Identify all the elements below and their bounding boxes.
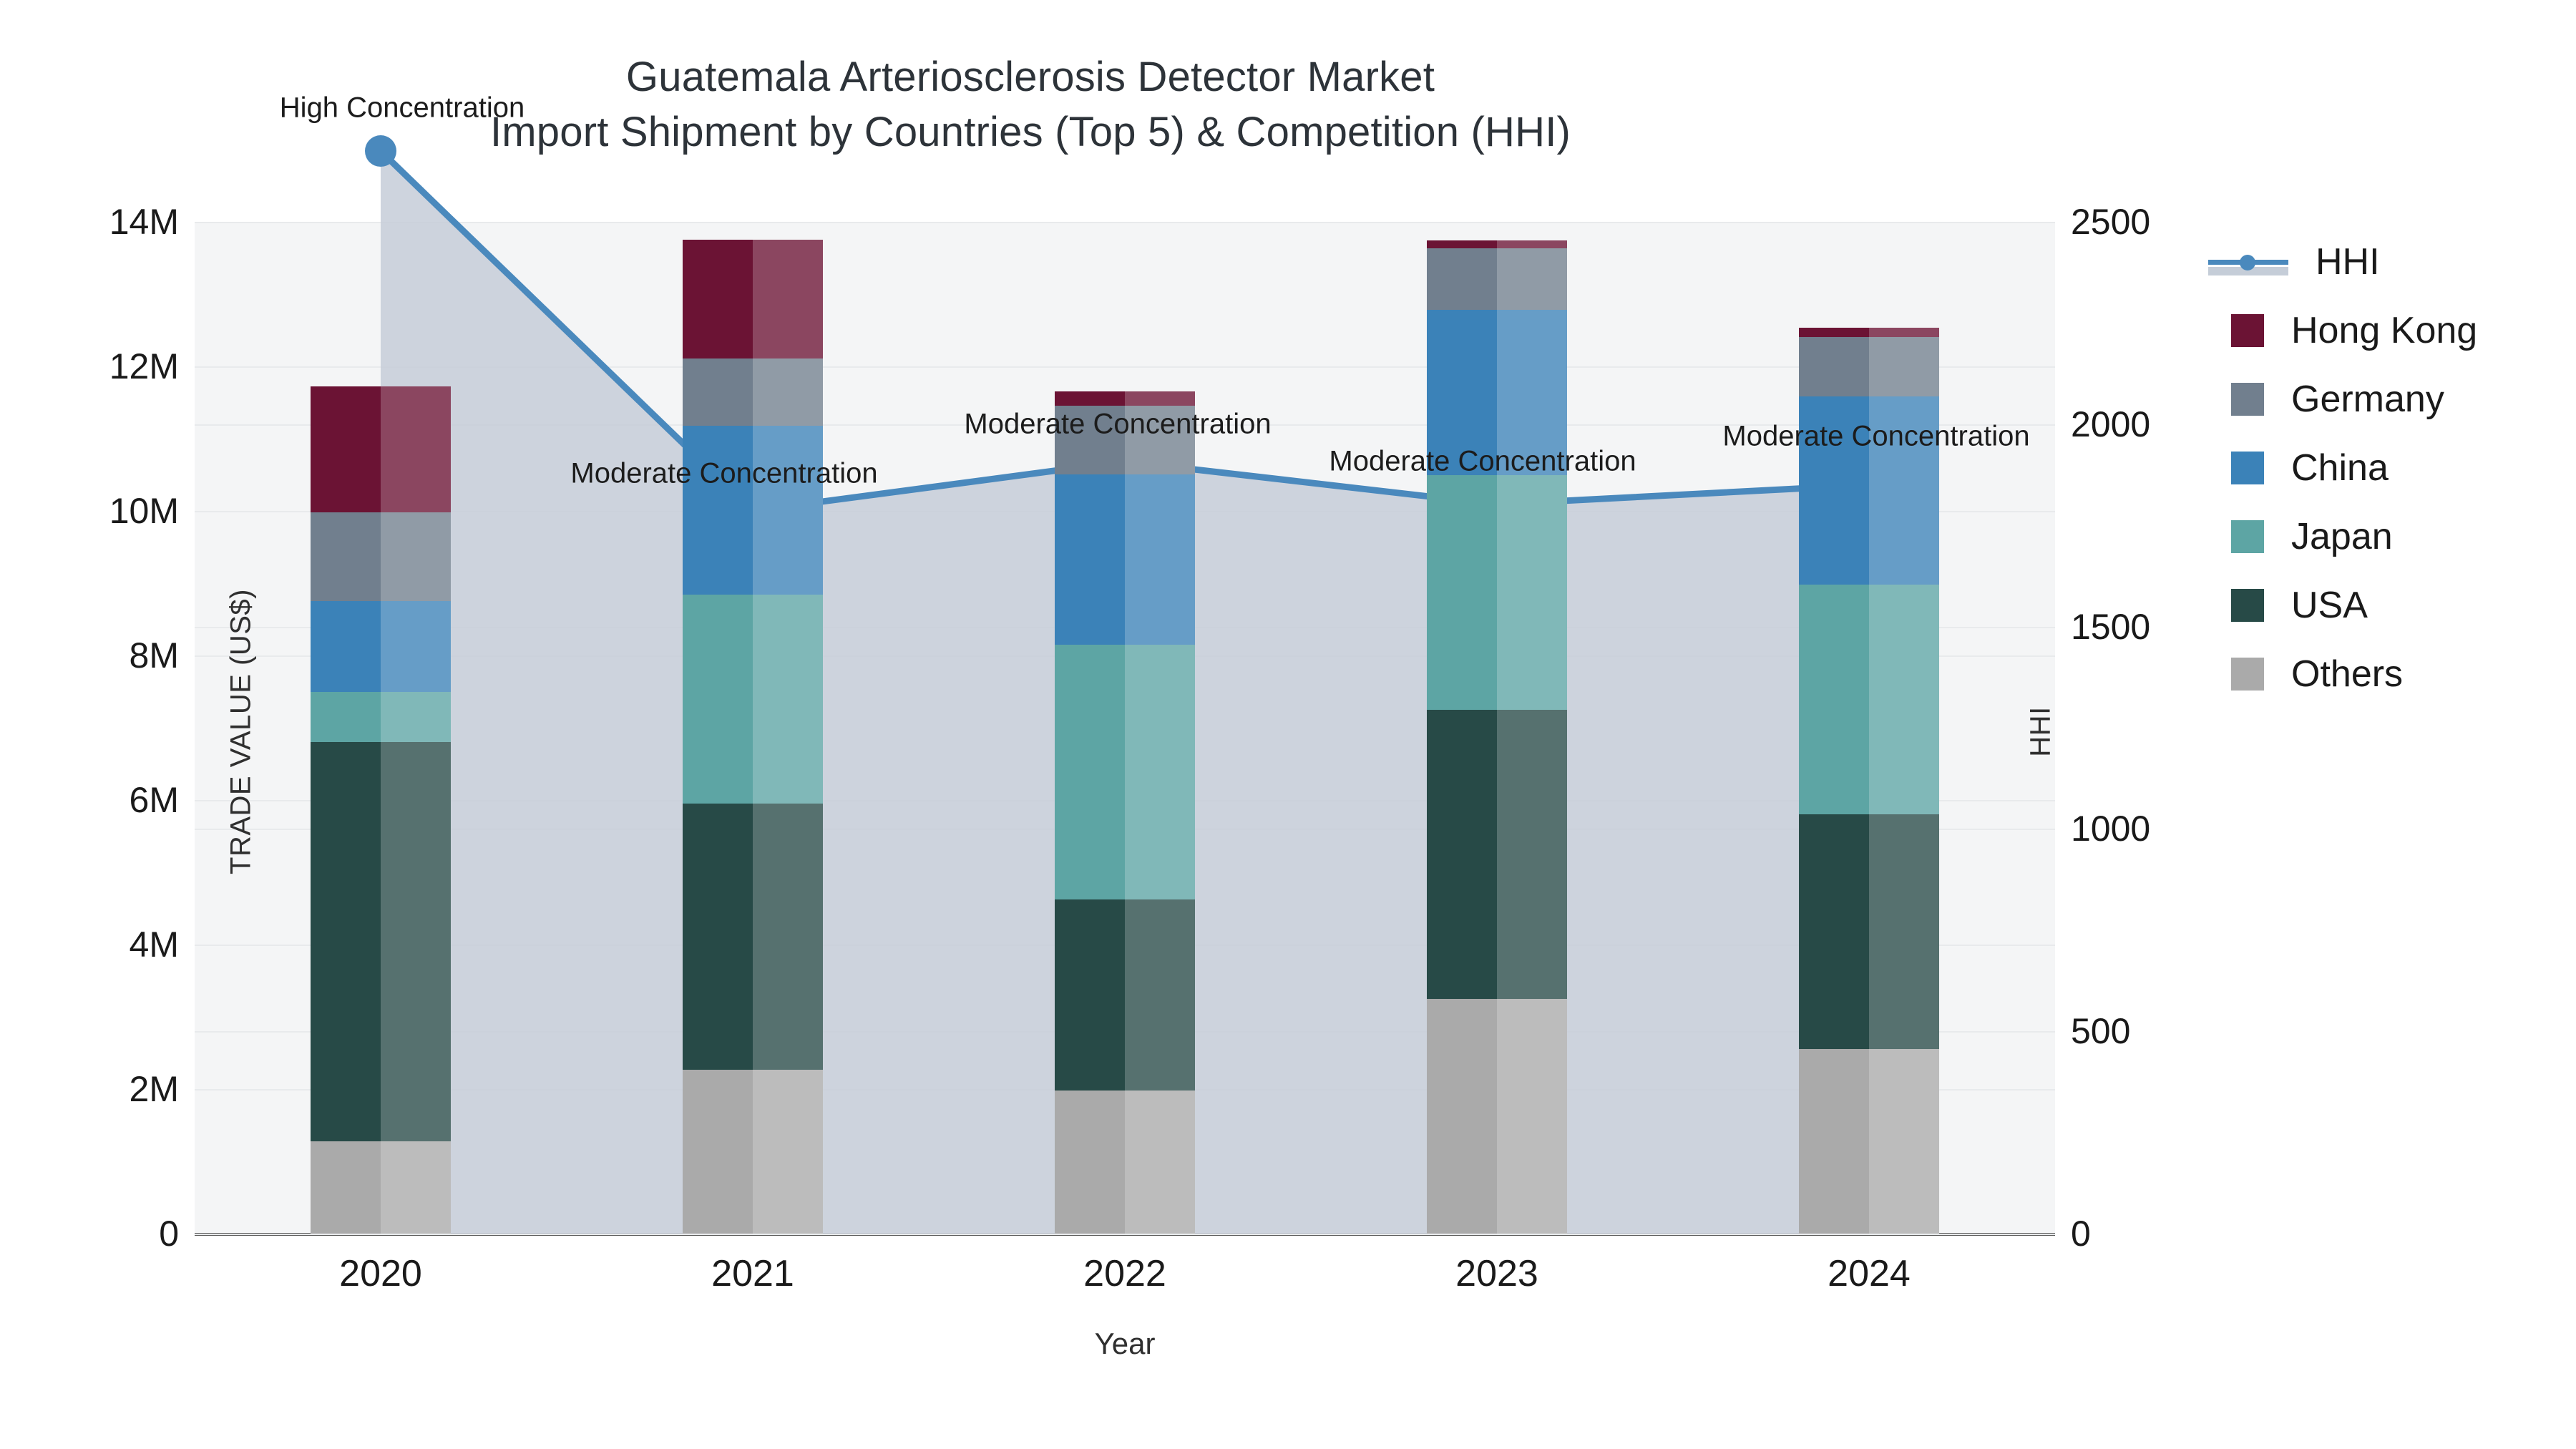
bar-segment <box>1799 814 1939 1050</box>
bar-segment <box>1055 1091 1195 1234</box>
y2-axis-tick-label: 500 <box>2071 1011 2131 1052</box>
concentration-annotation: Moderate Concentration <box>964 408 1272 440</box>
x-axis-label: Year <box>1094 1327 1156 1360</box>
y-axis-tick-label: 2M <box>129 1069 179 1109</box>
x-axis-tick-label: 2021 <box>711 1253 794 1294</box>
x-axis-tick-label: 2022 <box>1083 1253 1166 1294</box>
y-axis-tick-label: 12M <box>109 346 179 386</box>
bar-segment <box>683 804 823 1070</box>
bar-segment <box>1055 391 1195 406</box>
legend-label: HHI <box>2316 241 2380 283</box>
bar-shade-overlay <box>1869 328 1939 1234</box>
bar-shade-overlay <box>1497 240 1567 1234</box>
legend-item[interactable]: China <box>2208 434 2566 502</box>
bar-segment <box>311 601 451 692</box>
bar-segment <box>683 595 823 804</box>
bar-segment <box>1427 998 1567 1234</box>
bar-segment <box>311 1141 451 1234</box>
hhi-data-point <box>365 135 396 167</box>
y-axis-tick-label: 0 <box>159 1214 179 1254</box>
bar-segment <box>1055 644 1195 900</box>
y-axis-right-label: HHI <box>2024 706 2057 757</box>
legend-color-swatch <box>2231 314 2264 347</box>
bar-stack <box>1055 222 1195 1234</box>
legend-item[interactable]: Germany <box>2208 365 2566 434</box>
y2-axis-tick-label: 1500 <box>2071 606 2151 647</box>
legend-color-swatch <box>2231 658 2264 691</box>
bar-segment <box>1799 396 1939 585</box>
concentration-annotation: Moderate Concentration <box>1329 445 1636 477</box>
y2-axis-tick-label: 2500 <box>2071 202 2151 242</box>
y-axis-tick-label: 14M <box>109 202 179 242</box>
bar-segment <box>1427 248 1567 311</box>
legend-label: Hong Kong <box>2291 310 2478 351</box>
y-axis-left-label: TRADE VALUE (US$) <box>225 589 257 874</box>
bar-shade-overlay <box>381 386 451 1234</box>
legend-label: Others <box>2291 653 2404 695</box>
legend-label: China <box>2291 447 2389 489</box>
y2-axis-tick-label: 0 <box>2071 1214 2091 1254</box>
bar-segment <box>1427 474 1567 710</box>
legend-item[interactable]: USA <box>2208 571 2566 640</box>
bar-segment <box>683 1069 823 1234</box>
legend-color-swatch <box>2231 452 2264 484</box>
legend-item[interactable]: Others <box>2208 640 2566 708</box>
legend-color-swatch <box>2231 589 2264 622</box>
gridline <box>195 1234 2055 1235</box>
legend-label: Japan <box>2291 516 2393 557</box>
x-axis-tick-label: 2024 <box>1828 1253 1911 1294</box>
concentration-annotation: High Concentration <box>279 92 525 124</box>
bar-segment <box>311 691 451 743</box>
legend-line-marker-icon <box>2208 245 2288 278</box>
bar-segment <box>1055 474 1195 645</box>
bar-segment <box>1799 336 1939 397</box>
bar-stack <box>1427 222 1567 1234</box>
y-axis-tick-label: 8M <box>129 635 179 675</box>
y2-axis-tick-label: 2000 <box>2071 404 2151 444</box>
bar-segment <box>683 358 823 426</box>
legend-item[interactable]: Hong Kong <box>2208 296 2566 365</box>
bar-segment <box>1427 709 1567 999</box>
gridline <box>195 366 2055 368</box>
concentration-annotation: Moderate Concentration <box>1722 420 2030 452</box>
legend-item[interactable]: HHI <box>2208 228 2566 296</box>
legend: HHI Hong Kong Germany China Japan USA Others <box>2208 228 2566 708</box>
bar-segment <box>1799 585 1939 815</box>
concentration-annotation: Moderate Concentration <box>570 457 878 489</box>
y-axis-tick-label: 4M <box>129 924 179 965</box>
bar-segment <box>1055 405 1195 474</box>
legend-item[interactable]: Japan <box>2208 502 2566 571</box>
bar-segment <box>311 386 451 513</box>
y-axis-tick-label: 10M <box>109 491 179 531</box>
bar-segment <box>311 512 451 602</box>
bar-segment <box>1799 328 1939 337</box>
plot-area: High Concentration Moderate Concentration… <box>109 92 2151 1360</box>
title-line-2: Import Shipment by Countries (Top 5) & C… <box>489 108 1571 155</box>
legend-color-swatch <box>2231 383 2264 416</box>
bar-segment <box>683 425 823 595</box>
gridline <box>195 222 2055 223</box>
bar-segment <box>1055 899 1195 1091</box>
bar-stack <box>311 222 451 1234</box>
title-line-1: Guatemala Arteriosclerosis Detector Mark… <box>625 54 1435 100</box>
y-axis-tick-label: 6M <box>129 780 179 820</box>
bar-stack <box>1799 222 1939 1234</box>
y2-axis-tick-label: 1000 <box>2071 809 2151 849</box>
legend-color-swatch <box>2231 520 2264 553</box>
bar-shade-overlay <box>753 240 823 1234</box>
bar-segment <box>683 240 823 358</box>
legend-label: Germany <box>2291 379 2444 420</box>
x-axis-tick-label: 2023 <box>1455 1253 1538 1294</box>
x-axis-tick-label: 2020 <box>339 1253 422 1294</box>
bar-segment <box>311 742 451 1141</box>
bar-segment <box>1427 240 1567 249</box>
bar-segment <box>1427 310 1567 475</box>
bar-segment <box>1799 1049 1939 1234</box>
legend-label: USA <box>2291 585 2368 626</box>
bar-stack <box>683 222 823 1234</box>
chart-title: Guatemala Arteriosclerosis Detector Mark… <box>0 50 2061 160</box>
bar-shade-overlay <box>1125 391 1195 1234</box>
